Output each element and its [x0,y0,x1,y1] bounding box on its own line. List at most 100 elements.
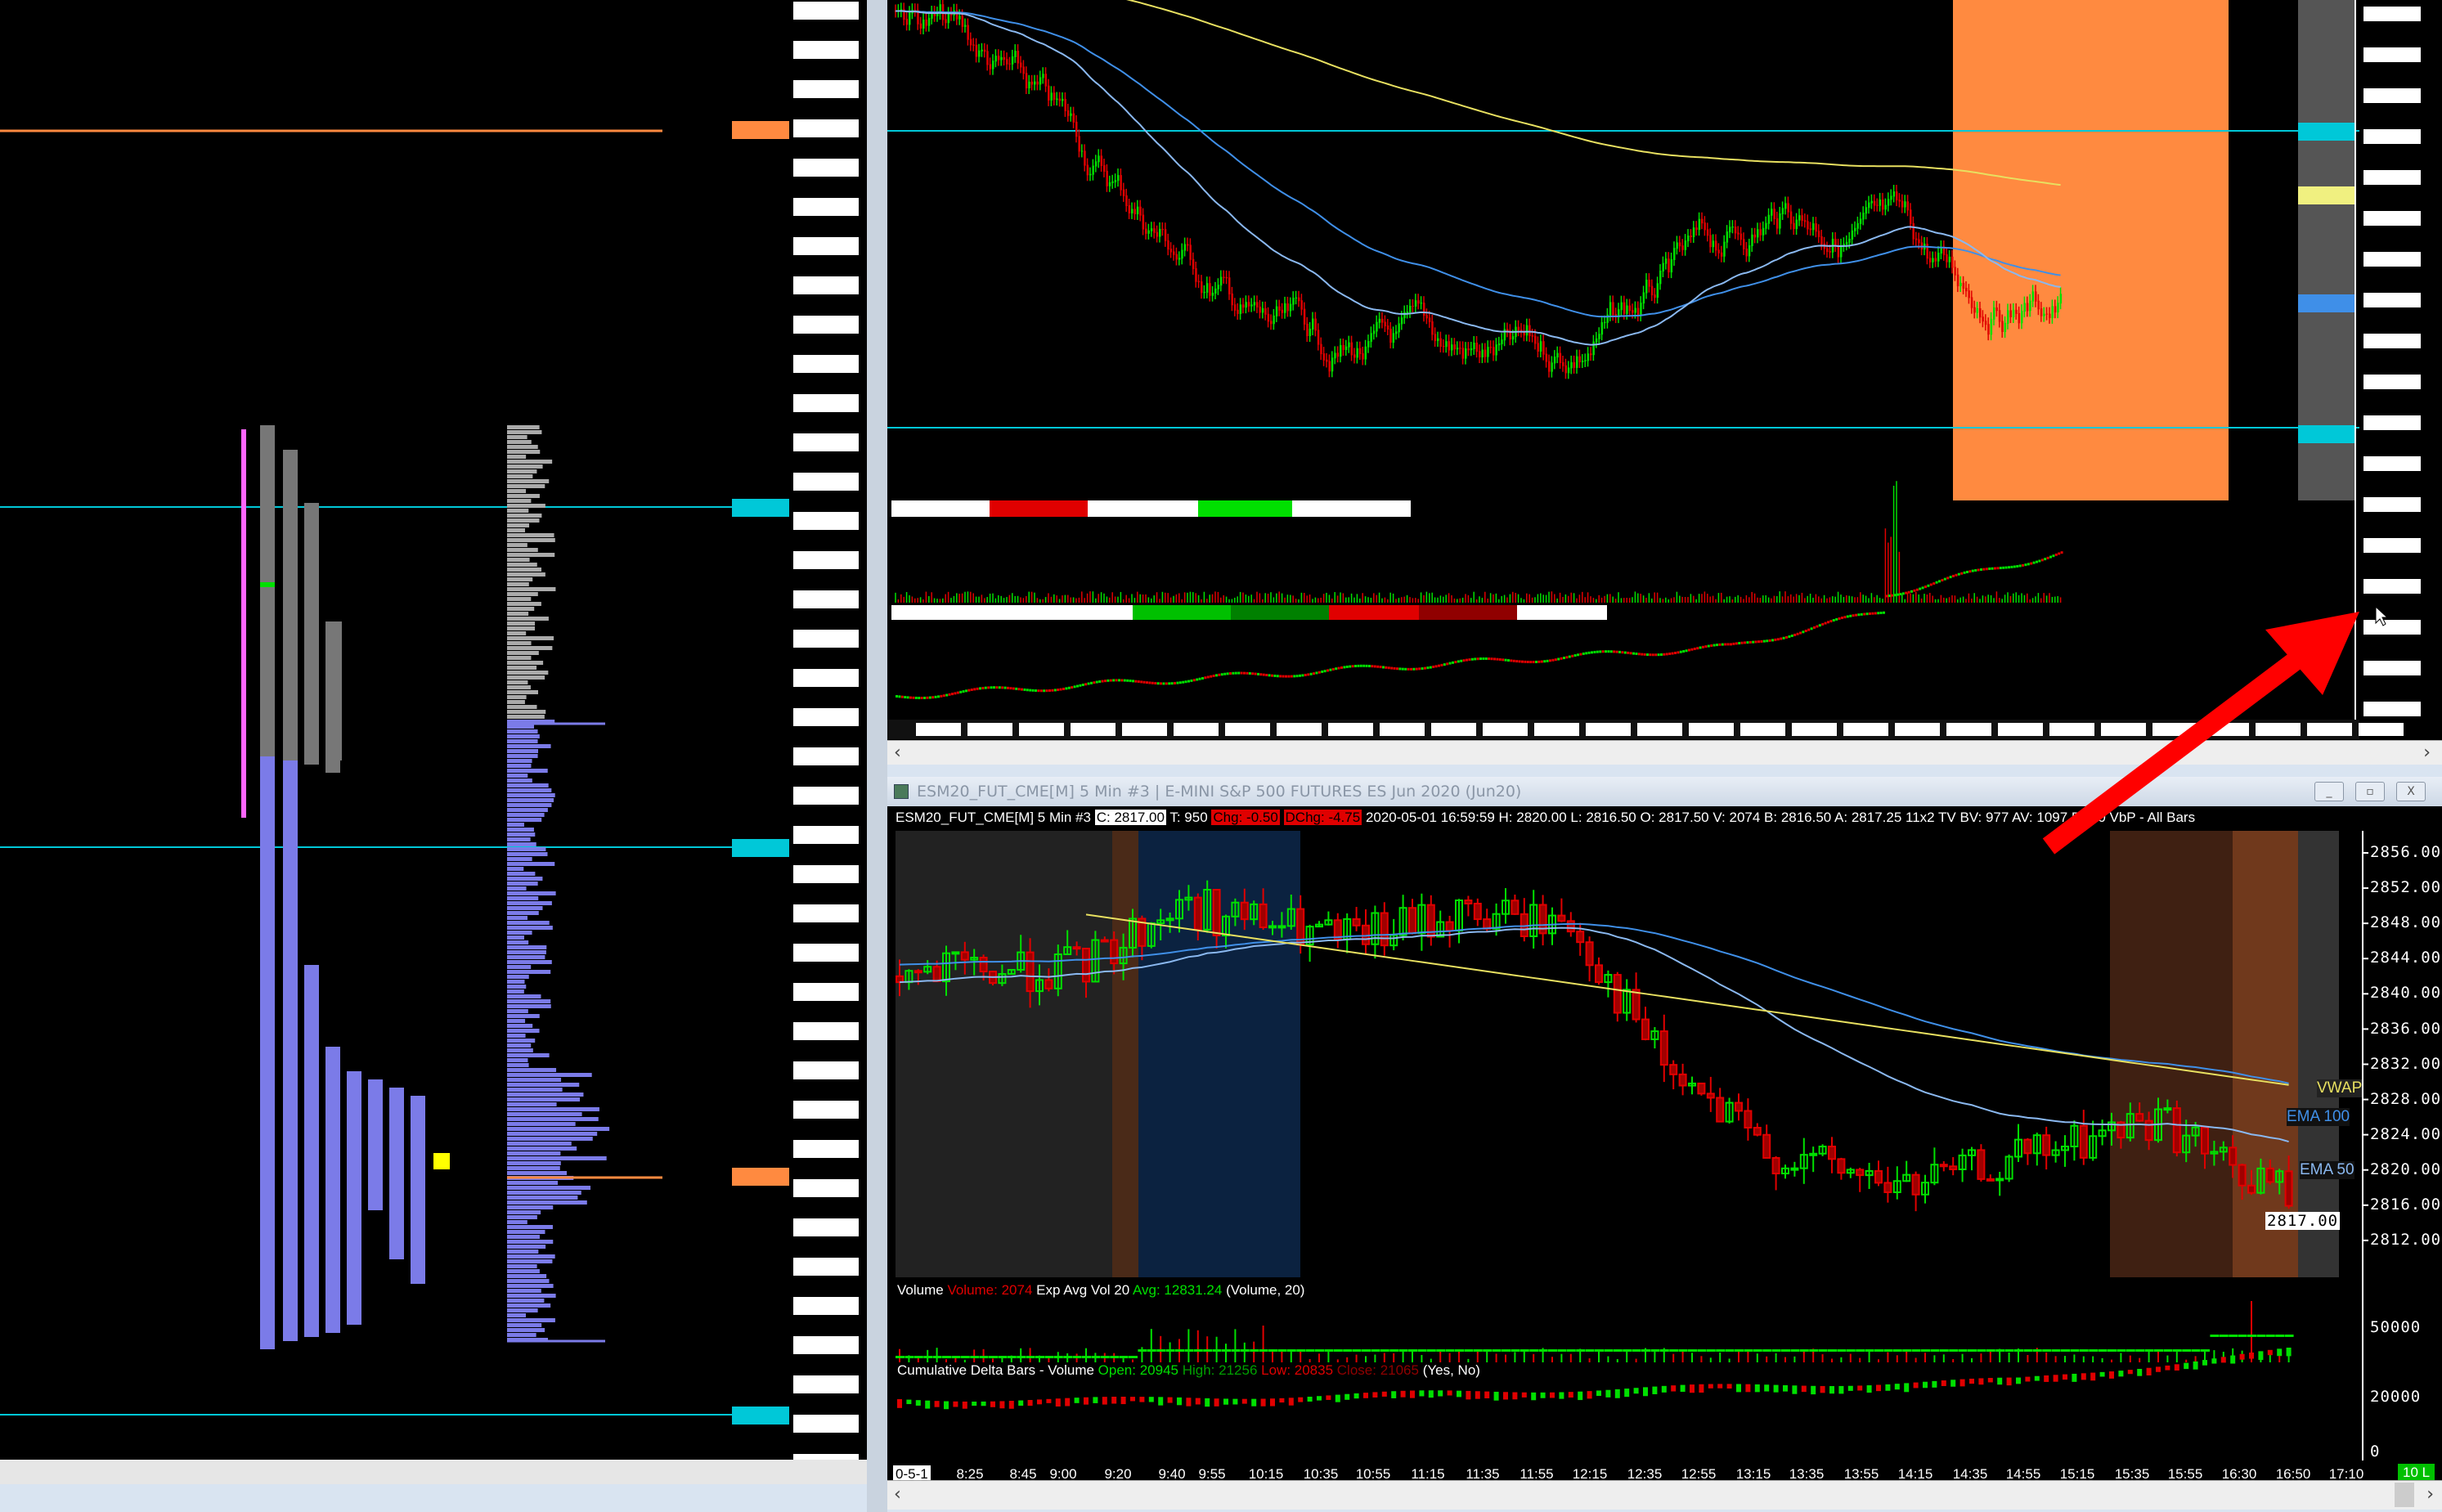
volume-profile-bar [507,877,543,881]
volume-profile-bar [507,484,545,488]
cum-delta-bar [995,686,999,689]
cum-delta-bar [1713,644,1716,647]
volume-profile-bar [507,597,532,601]
price-candle-body [1812,223,1815,231]
price-candle-body [2029,300,2031,312]
price-candle-body [1606,314,1609,323]
time-axis-cell [2101,723,2146,736]
volume-profile-bar [507,435,527,439]
volume-profile-bar [507,857,532,861]
price-candle-body [1228,277,1231,294]
volume-profile-bar [507,832,536,837]
price-axis-label: 2836.00 [2370,1019,2442,1038]
cum-delta-bar [1615,650,1618,653]
cum-delta-bar [1915,588,1919,591]
scroll-thumb[interactable] [2395,1483,2414,1507]
price-candle-body [1723,241,1726,257]
cum-delta-bar [1474,657,1477,661]
cum-delta-bar [1883,611,1885,614]
top-chart-scrollbar[interactable]: ‹ › [887,740,2442,765]
cum-delta-bar [1031,689,1035,692]
price-candle-body [1553,357,1556,364]
price-axis-label: 2856.00 [2370,843,2442,861]
volume-average-segment [2032,1349,2042,1352]
cum-delta-bar [1298,1397,1304,1402]
candle-body [1193,896,1202,931]
price-candle-body [1425,315,1428,319]
panel-splitter[interactable] [867,0,887,1512]
cum-delta-bar [1304,673,1307,676]
price-candle-body [1765,222,1767,229]
close-button[interactable]: X [2396,782,2426,801]
left-scrollbar[interactable] [0,1460,867,1484]
candle-body [1641,1018,1650,1040]
cum-delta-bar [1596,1390,1601,1397]
volume-profile-bar [507,803,552,807]
price-candle-body [1612,302,1614,316]
price-axis-label: 2844.00 [2370,949,2442,967]
volume-profile-bar [507,1318,555,1322]
price-candle-body [1442,345,1445,348]
cum-delta-bar [1468,658,1471,662]
scroll-right-icon[interactable]: › [2426,1484,2434,1505]
price-candle-body [922,19,925,29]
time-axis-cell [2152,723,2197,736]
price-candle-body [1948,256,1951,262]
orange-level-marker [732,1168,789,1186]
cum-delta-bar [1317,1396,1322,1401]
scroll-left-icon[interactable]: ‹ [894,743,901,763]
avg-study-name: Exp Avg Vol 20 [1036,1282,1130,1298]
scroll-left-icon[interactable]: ‹ [894,1484,901,1505]
volume-profile-bar [507,935,524,940]
cyan-level-marker [732,499,789,517]
cum-delta-bar [1071,686,1074,689]
candle-body [2256,1167,2265,1194]
volume-average-segment [1417,1349,1427,1352]
scroll-right-icon[interactable]: › [2423,743,2431,763]
price-candle-body [1017,51,1020,64]
price-candle-body [1632,310,1634,313]
price-candle-body [1928,258,1932,262]
price-candle-body [1364,346,1367,360]
top-chart[interactable] [887,0,2442,765]
price-candle-body [1331,357,1334,372]
candle-body [1753,1127,1762,1136]
cum-delta-bar [1907,590,1910,594]
bottom-chart-scrollbar[interactable]: ‹ › [887,1480,2442,1510]
price-candle-body [2026,303,2029,312]
cum-delta-bar [1282,675,1285,678]
price-candle-body [1940,247,1942,254]
cum-delta-bar [2081,1373,2086,1380]
time-axis[interactable] [887,1462,2442,1482]
cum-delta-bar [1921,586,1924,590]
cum-delta-bar [1543,660,1546,663]
price-candle-body [1548,361,1551,372]
chart-window-titlebar[interactable]: ESM20_FUT_CME[M] 5 Min #3 | E-MINI S&P 5… [887,777,2442,806]
candle-body [998,973,1007,985]
volume-average-segment [1165,1349,1175,1352]
price-candle-body [1873,200,1876,206]
cum-delta-bar [972,1401,977,1407]
price-candle-body [1681,245,1684,250]
price-candle-body [1350,342,1353,356]
volume-profile-bar [507,1009,528,1013]
volume-average-segment [1408,1349,1417,1352]
price-candle-body [1771,209,1773,216]
delta-study-name: Cumulative Delta Bars - Volume [897,1362,1094,1378]
price-candle-body [1147,230,1150,234]
cum-delta-bar [2052,554,2055,558]
cum-delta-bar [1076,684,1079,688]
restore-button[interactable]: ▫ [2355,782,2385,801]
bottom-chart[interactable] [887,806,2442,1477]
price-candle-body [1205,283,1209,293]
price-candle-body [1503,329,1506,341]
price-candle-body [1356,348,1358,358]
minimize-button[interactable]: _ [2314,782,2344,801]
volume-profile-bar [507,494,540,498]
cum-delta-bar [1637,653,1641,656]
price-candle-body [1178,258,1181,260]
cum-delta-bar [897,1399,902,1408]
volume-average-segment [1688,1349,1697,1352]
cum-delta-bar [1151,681,1154,684]
volume-average-segment [1520,1349,1529,1352]
